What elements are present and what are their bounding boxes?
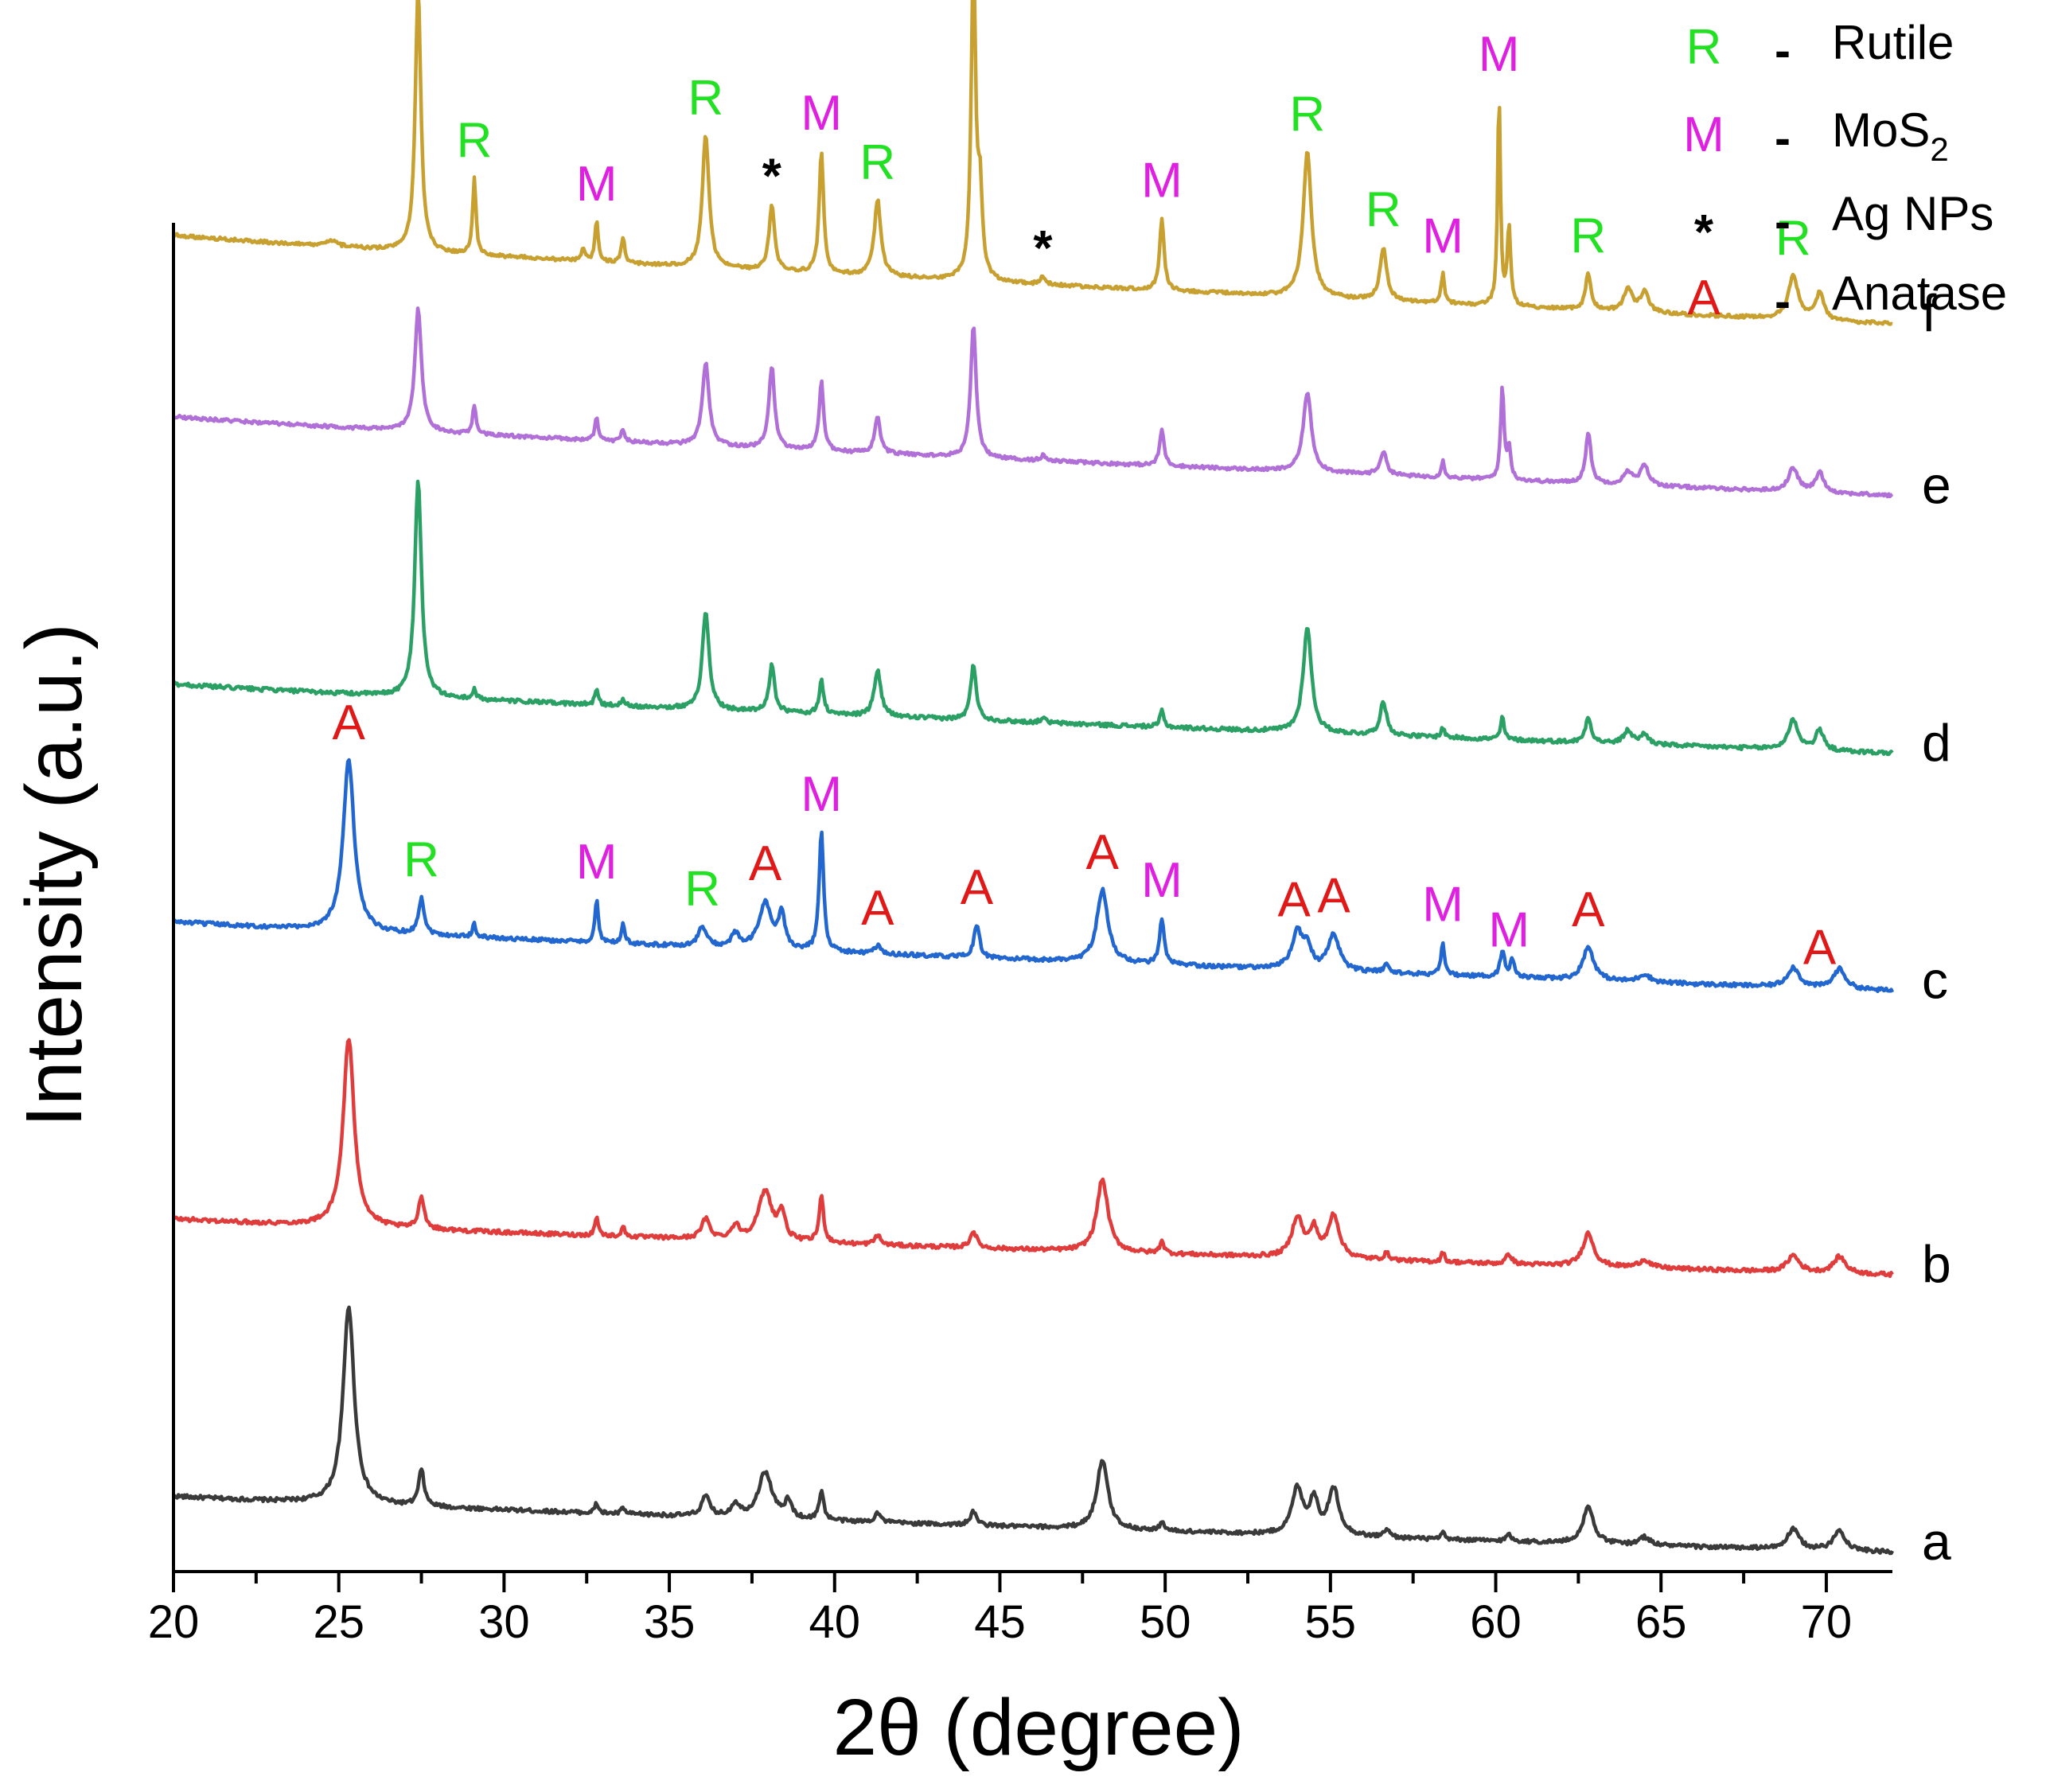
legend-symbol: A (1687, 271, 1721, 325)
legend-item-rutile: R - Rutile (1686, 16, 1954, 77)
peak-label-c-20: A (749, 836, 782, 891)
x-ticks: 20 25 30 35 40 45 50 55 60 65 70 (148, 1572, 1852, 1648)
trace-label-d: d (1922, 713, 1951, 772)
legend-dash: - (1775, 195, 1791, 248)
peak-label-c-28: M (1422, 877, 1463, 932)
peak-label-c-27: A (1317, 868, 1350, 923)
legend-dash: - (1775, 24, 1791, 77)
legend-symbol: M (1683, 107, 1724, 162)
x-tick-label-50: 50 (1140, 1596, 1191, 1648)
x-tick-label-20: 20 (148, 1596, 200, 1648)
peak-label-c-19: R (684, 862, 720, 917)
legend-label: Ag NPs (1832, 187, 1993, 240)
x-tick-label-35: 35 (644, 1596, 696, 1648)
peak-label-c-30: A (1572, 882, 1605, 937)
y-axis-title: Intensity (a.u.) (10, 623, 99, 1128)
trace-label-b: b (1922, 1235, 1951, 1294)
legend-item-ag-nps: * - Ag NPs (1694, 187, 1993, 260)
legend-dash: - (1775, 111, 1791, 165)
legend-item-mos: M - MoS2 (1683, 103, 1949, 168)
peak-label-f-6: R (859, 135, 895, 190)
peak-label-f-12: M (1422, 208, 1463, 263)
peak-label-f-3: R (688, 71, 723, 126)
x-tick-label-25: 25 (313, 1596, 364, 1648)
peak-label-c-31: A (1803, 920, 1837, 975)
peak-label-f-10: R (1289, 88, 1325, 142)
peak-label-f-9: M (1141, 153, 1183, 208)
peak-label-f-13: M (1479, 27, 1520, 82)
trace-label-e: e (1922, 456, 1951, 515)
series-line-c (172, 758, 1895, 994)
peak-label-c-18: M (576, 835, 618, 890)
x-tick-label-65: 65 (1635, 1596, 1687, 1648)
trace-label-c: c (1922, 951, 1948, 1010)
legend-label: Rutile (1832, 16, 1954, 69)
x-axis-title: 2θ (degree) (833, 1683, 1245, 1772)
peak-label-c-25: M (1141, 853, 1183, 908)
peak-label-f-14: R (1570, 208, 1606, 263)
trace-label-layer: a b c d e f (1922, 284, 1951, 1572)
series-line-e (172, 306, 1894, 499)
peak-label-f-11: R (1366, 183, 1401, 238)
series-line-a (172, 1305, 1895, 1556)
x-tick-label-55: 55 (1305, 1596, 1357, 1648)
peak-label-c-17: R (403, 833, 439, 888)
series-line-b (173, 1038, 1894, 1279)
legend-subscript: 2 (1930, 131, 1948, 168)
legend-item-anatase: A - Anatase (1687, 267, 2007, 328)
x-tick-label-40: 40 (809, 1596, 861, 1648)
legend-label: MoS2 (1832, 103, 1949, 168)
axis-layer: 20 25 30 35 40 45 50 55 60 65 70 (148, 223, 1892, 1648)
legend-label: Anatase (1832, 267, 2007, 320)
peak-label-f-15: R (1775, 211, 1811, 266)
peak-label-c-26: A (1278, 873, 1311, 928)
peak-label-c-29: M (1488, 902, 1530, 957)
peak-label-c-21: M (801, 767, 842, 822)
x-tick-label-60: 60 (1470, 1596, 1522, 1648)
x-tick-label-30: 30 (478, 1596, 530, 1648)
x-tick-label-45: 45 (974, 1596, 1026, 1648)
series-line-d (172, 479, 1894, 757)
legend-symbol: * (1694, 205, 1714, 260)
x-tick-label-70: 70 (1801, 1596, 1853, 1648)
trace-label-f: f (1922, 284, 1937, 343)
series-layer (172, 0, 1895, 1556)
peak-label-f-4: * (762, 149, 782, 204)
legend-symbol: R (1686, 20, 1722, 75)
peak-label-f-5: M (801, 86, 842, 141)
series-line-f (172, 0, 1893, 326)
peak-label-c-16: A (333, 695, 366, 750)
legend-dash: - (1775, 275, 1791, 328)
peak-label-c-24: A (1086, 825, 1120, 880)
trace-label-a: a (1922, 1512, 1951, 1571)
peak-label-c-22: A (861, 881, 894, 936)
peak-label-c-23: A (961, 860, 994, 915)
peak-label-f-8: * (1033, 221, 1053, 276)
peak-label-f-1: R (457, 114, 493, 169)
peak-label-f-2: M (576, 157, 618, 212)
